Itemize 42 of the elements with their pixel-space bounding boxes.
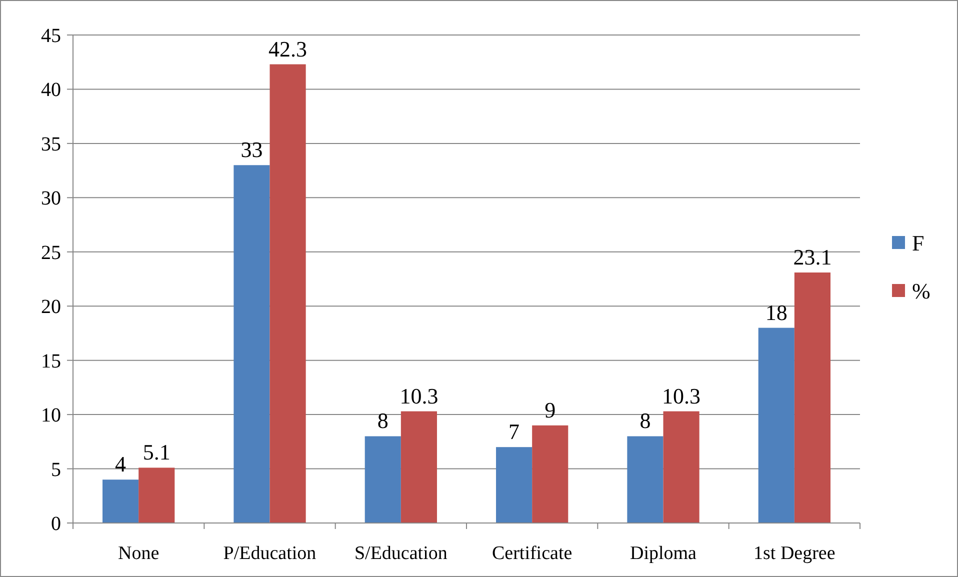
y-tick-label: 40 (41, 79, 61, 102)
bar (234, 165, 270, 523)
data-label: 23.1 (793, 244, 832, 270)
bar (663, 411, 700, 523)
bar (270, 64, 306, 523)
data-label: 18 (765, 300, 788, 325)
y-tick-label: 30 (41, 188, 61, 210)
x-tick-label: P/Education (223, 543, 317, 564)
bar (138, 468, 175, 523)
bar (102, 480, 139, 523)
data-label: 10.3 (400, 383, 438, 408)
bar (627, 436, 664, 523)
data-label: 4 (115, 452, 126, 477)
y-tick-label: 45 (41, 25, 61, 47)
legend-label: % (912, 278, 930, 304)
y-tick-label: 25 (41, 242, 61, 264)
x-tick-label: S/Education (354, 543, 448, 564)
y-tick-label: 0 (51, 513, 61, 535)
y-tick-label: 35 (41, 133, 61, 156)
data-label: 10.3 (662, 383, 701, 408)
data-label: 42.3 (268, 36, 308, 62)
bar (400, 411, 437, 523)
y-tick-label: 15 (41, 350, 61, 372)
data-label: 8 (640, 408, 651, 434)
bar (496, 447, 532, 523)
bar (532, 425, 568, 523)
y-tick-label: 10 (41, 404, 61, 427)
data-label: 7 (508, 419, 520, 444)
bar (364, 436, 401, 523)
data-label: 8 (377, 408, 388, 434)
x-tick-label: None (118, 543, 160, 564)
legend-label: F (912, 230, 924, 256)
bar (794, 272, 830, 523)
y-tick-label: 20 (41, 296, 61, 318)
x-tick-label: Diploma (630, 543, 698, 564)
x-tick-label: Certificate (492, 543, 572, 564)
data-label: 9 (544, 397, 556, 422)
y-tick-label: 5 (51, 458, 61, 481)
data-label: 5.1 (142, 440, 170, 465)
bar (758, 328, 794, 523)
data-label: 33 (240, 137, 263, 162)
x-tick-label: 1st Degree (754, 543, 836, 564)
